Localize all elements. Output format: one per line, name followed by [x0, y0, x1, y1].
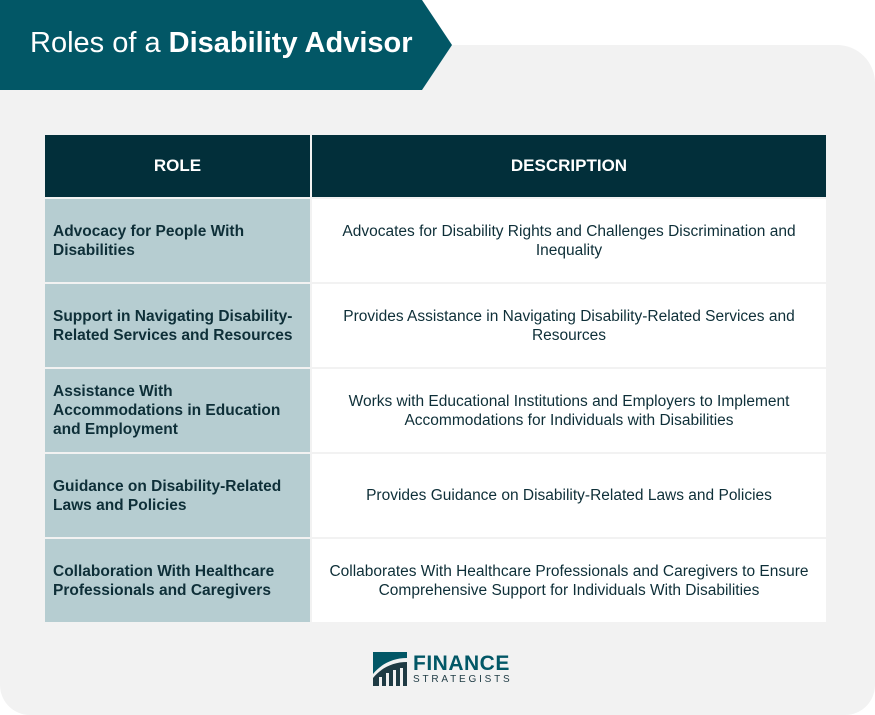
role-cell: Advocacy for People With Disabilities — [45, 199, 310, 282]
description-cell: Collaborates With Healthcare Professiona… — [312, 539, 826, 622]
role-cell: Collaboration With Healthcare Profession… — [45, 539, 310, 622]
title-banner: Roles of a Disability Advisor — [0, 0, 452, 90]
finance-strategists-logo: FINANCE STRATEGISTS — [373, 652, 513, 686]
description-cell: Provides Guidance on Disability-Related … — [312, 454, 826, 537]
role-cell: Assistance With Accommodations in Educat… — [45, 369, 310, 452]
table-row: Collaboration With Healthcare Profession… — [45, 539, 826, 622]
table-row: Guidance on Disability-Related Laws and … — [45, 454, 826, 537]
description-cell: Provides Assistance in Navigating Disabi… — [312, 284, 826, 367]
page-title: Roles of a Disability Advisor — [30, 27, 413, 59]
table-row: Advocacy for People With Disabilities Adv… — [45, 199, 826, 282]
header-role: ROLE — [45, 135, 310, 197]
header-description: DESCRIPTION — [312, 135, 826, 197]
roles-table: ROLE DESCRIPTION Advocacy for People Wit… — [43, 133, 828, 624]
description-cell: Works with Educational Institutions and … — [312, 369, 826, 452]
logo-icon — [373, 652, 407, 686]
role-cell: Support in Navigating Disability-Related… — [45, 284, 310, 367]
description-cell: Advocates for Disability Rights and Chal… — [312, 199, 826, 282]
table-row: Assistance With Accommodations in Educat… — [45, 369, 826, 452]
role-cell: Guidance on Disability-Related Laws and … — [45, 454, 310, 537]
table-row: Support in Navigating Disability-Related… — [45, 284, 826, 367]
